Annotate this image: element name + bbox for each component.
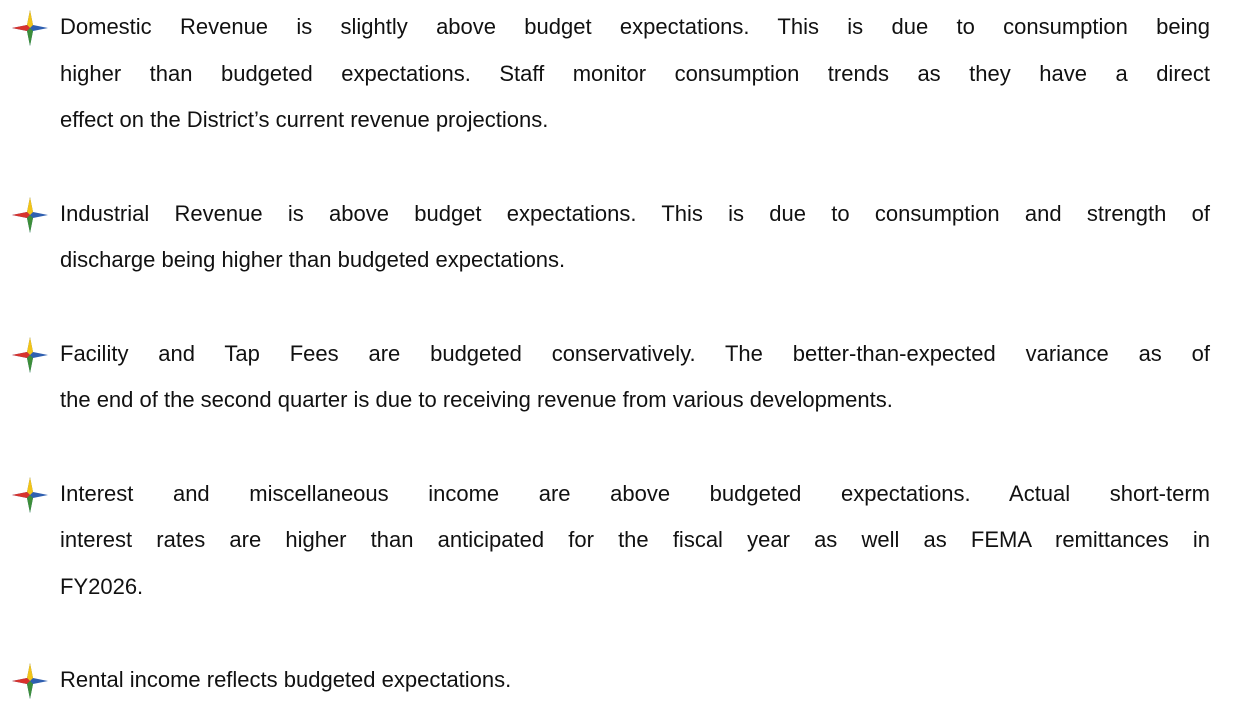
text-line: Facility and Tap Fees are budgeted conse…: [60, 340, 1210, 366]
text-line: Rental income reflects budgeted expectat…: [60, 667, 512, 692]
text-line: Interest and miscellaneous income are ab…: [60, 480, 1210, 506]
bullet-icon: [12, 10, 48, 46]
text-line: higher than budgeted expectations. Staff…: [60, 60, 1210, 86]
text-line: discharge being higher than budgeted exp…: [60, 247, 566, 272]
text-line: Industrial Revenue is above budget expec…: [60, 200, 1210, 226]
bullet-icon: [12, 476, 48, 513]
text-line: Domestic Revenue is slightly above budge…: [60, 14, 1210, 39]
bullet-icon: [12, 663, 48, 699]
text-line: FY2026.: [60, 573, 144, 599]
text-line: the end of the second quarter is due to …: [60, 387, 893, 412]
text-line: interest rates are higher than anticipat…: [60, 527, 1210, 552]
text-line: effect on the District’s current revenue…: [60, 107, 549, 132]
bullet-icon: [12, 336, 48, 373]
bullet-icon: [12, 196, 48, 233]
